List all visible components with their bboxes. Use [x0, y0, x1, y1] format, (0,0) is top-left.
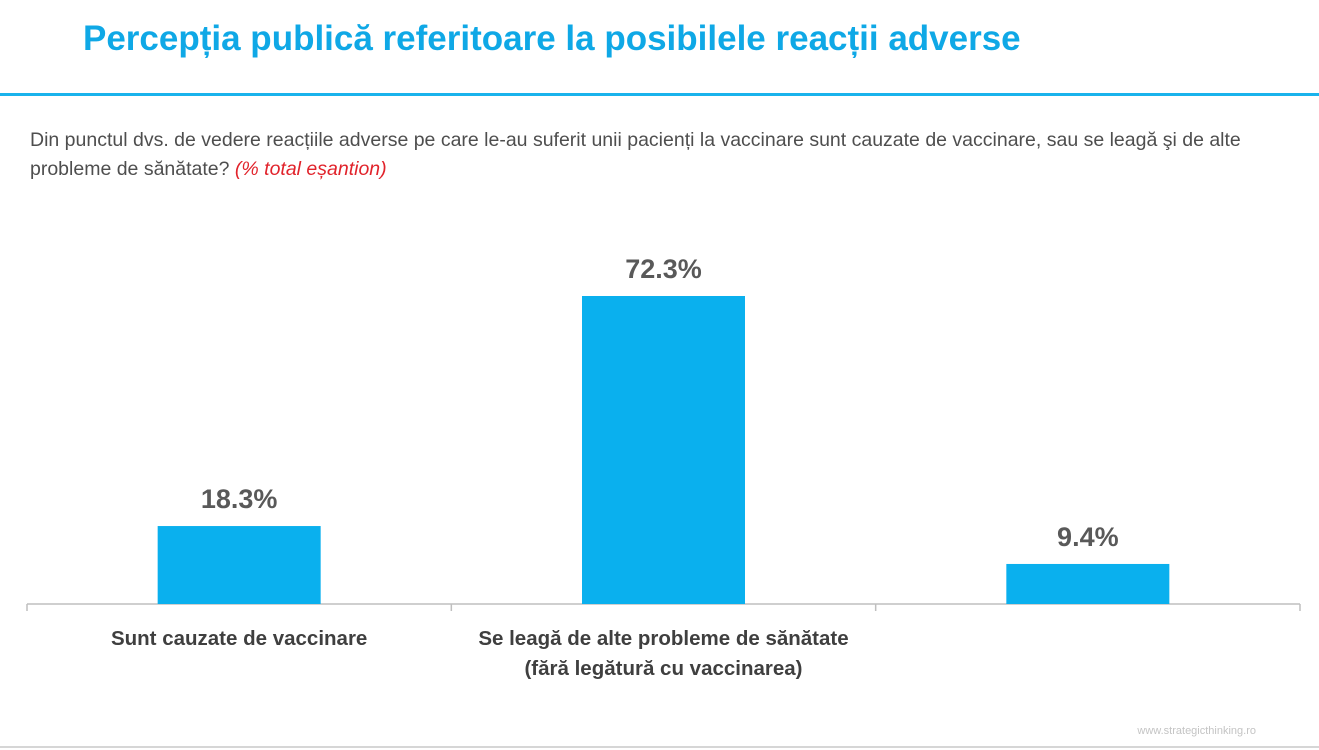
- bar-3: [1006, 563, 1170, 604]
- category-label-2: Se leagă de alte probleme de sănătate (fă…: [478, 627, 848, 680]
- data-label-3: 9.4%: [1057, 522, 1119, 552]
- bottom-divider: [0, 746, 1319, 748]
- footer-url: www.strategicthinking.ro: [1137, 725, 1256, 737]
- category-label-1: Sunt cauzate de vaccinare: [111, 627, 367, 650]
- slide-title: Percepția publică referitoare la posibil…: [83, 19, 1021, 58]
- data-label-1: 18.3%: [201, 484, 278, 514]
- title-underline: [0, 93, 1319, 96]
- question-text: Din punctul dvs. de vedere reacțiile adv…: [30, 129, 1241, 180]
- bar-2: [582, 296, 745, 604]
- question-note: (% total eșantion): [234, 158, 387, 180]
- bar-1: [157, 526, 321, 604]
- survey-question: Din punctul dvs. de vedere reacțiile adv…: [30, 126, 1300, 184]
- data-label-2: 72.3%: [625, 254, 702, 284]
